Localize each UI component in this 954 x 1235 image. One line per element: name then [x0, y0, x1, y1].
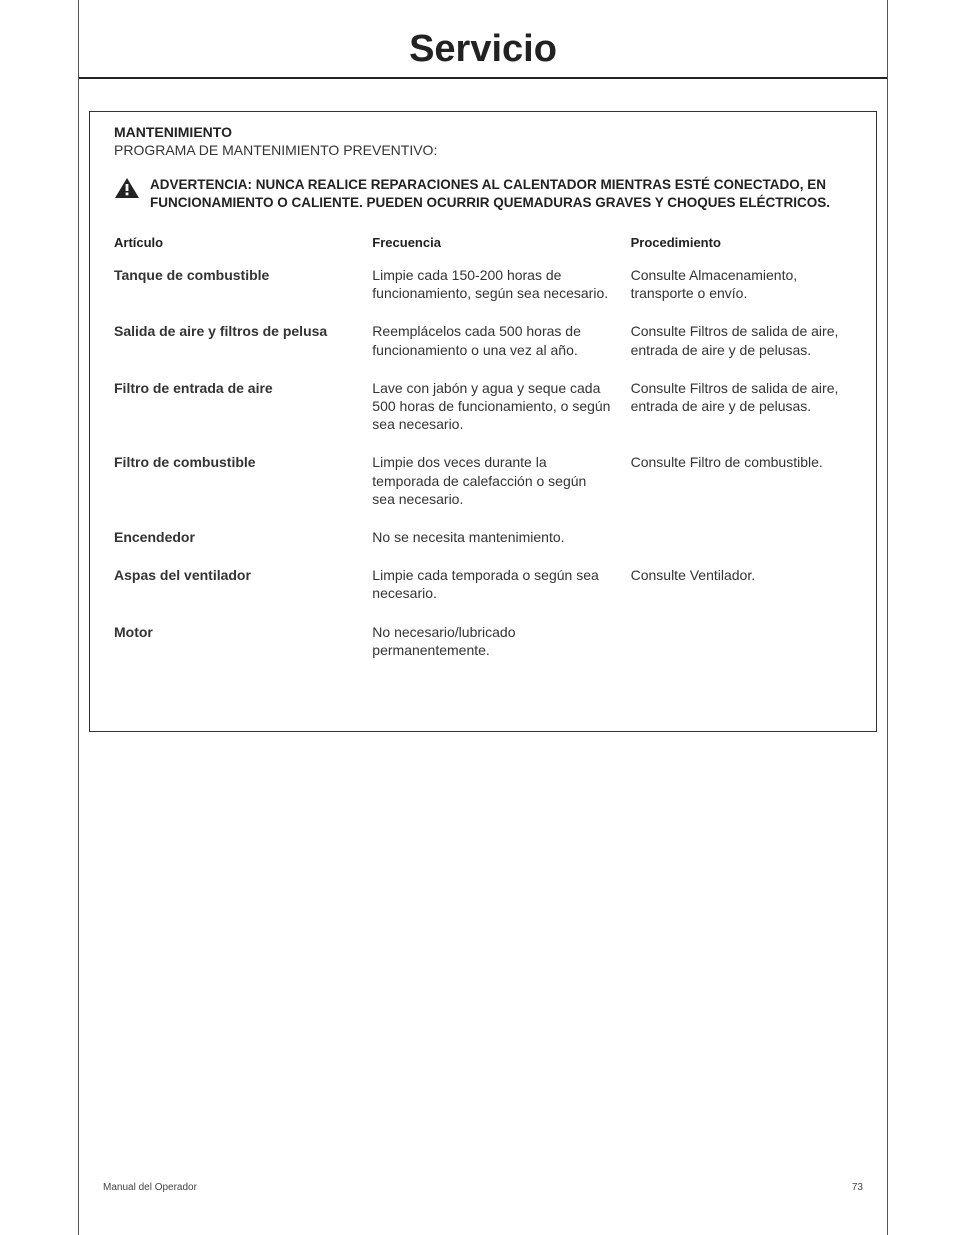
- cell-freq: Limpie cada temporada o según sea necesa…: [372, 558, 630, 614]
- cell-item: Encendedor: [114, 520, 372, 558]
- cell-item: Salida de aire y filtros de pelusa: [114, 314, 372, 370]
- page-title: Servicio: [79, 28, 887, 71]
- warning-row: ADVERTENCIA: NUNCA REALICE REPARACIONES …: [114, 176, 852, 211]
- cell-freq: Reemplácelos cada 500 horas de funcionam…: [372, 314, 630, 370]
- table-row: Encendedor No se necesita mantenimiento.: [114, 520, 852, 558]
- cell-item: Filtro de combustible: [114, 445, 372, 520]
- cell-freq: Limpie cada 150-200 horas de funcionamie…: [372, 258, 630, 314]
- cell-item: Filtro de entrada de aire: [114, 371, 372, 446]
- maintenance-table: Artículo Frecuencia Procedimiento Tanque…: [114, 235, 852, 671]
- header-proc: Procedimiento: [631, 235, 852, 258]
- footer-page-number: 73: [852, 1182, 863, 1193]
- cell-proc: Consulte Filtros de salida de aire, entr…: [631, 371, 852, 446]
- cell-freq: No se necesita mantenimiento.: [372, 520, 630, 558]
- header-item: Artículo: [114, 235, 372, 258]
- warning-text: ADVERTENCIA: NUNCA REALICE REPARACIONES …: [150, 176, 852, 211]
- table-row: Salida de aire y filtros de pelusa Reemp…: [114, 314, 852, 370]
- header-freq: Frecuencia: [372, 235, 630, 258]
- table-header-row: Artículo Frecuencia Procedimiento: [114, 235, 852, 258]
- cell-freq: Limpie dos veces durante la temporada de…: [372, 445, 630, 520]
- cell-proc: Consulte Almacenamiento, transporte o en…: [631, 258, 852, 314]
- page-frame: Servicio MANTENIMIENTO PROGRAMA DE MANTE…: [78, 0, 888, 1235]
- cell-item: Aspas del ventilador: [114, 558, 372, 614]
- cell-item: Motor: [114, 615, 372, 671]
- table-row: Aspas del ventilador Limpie cada tempora…: [114, 558, 852, 614]
- cell-freq: No necesario/lubricado permanentemente.: [372, 615, 630, 671]
- footer-left: Manual del Operador: [103, 1182, 197, 1193]
- cell-proc: Consulte Filtros de salida de aire, entr…: [631, 314, 852, 370]
- cell-item: Tanque de combustible: [114, 258, 372, 314]
- page-footer: Manual del Operador 73: [103, 1182, 863, 1193]
- title-rule: [79, 77, 887, 79]
- cell-proc: [631, 615, 852, 671]
- table-row: Tanque de combustible Limpie cada 150-20…: [114, 258, 852, 314]
- cell-proc: Consulte Ventilador.: [631, 558, 852, 614]
- warning-icon: [114, 177, 140, 204]
- table-row: Motor No necesario/lubricado permanentem…: [114, 615, 852, 671]
- table-row: Filtro de entrada de aire Lave con jabón…: [114, 371, 852, 446]
- section-subheading: PROGRAMA DE MANTENIMIENTO PREVENTIVO:: [114, 142, 852, 158]
- cell-proc: [631, 520, 852, 558]
- cell-freq: Lave con jabón y agua y seque cada 500 h…: [372, 371, 630, 446]
- title-area: Servicio: [79, 0, 887, 79]
- table-row: Filtro de combustible Limpie dos veces d…: [114, 445, 852, 520]
- cell-proc: Consulte Filtro de combustible.: [631, 445, 852, 520]
- section-heading: MANTENIMIENTO: [114, 124, 852, 140]
- content-box: MANTENIMIENTO PROGRAMA DE MANTENIMIENTO …: [89, 111, 877, 732]
